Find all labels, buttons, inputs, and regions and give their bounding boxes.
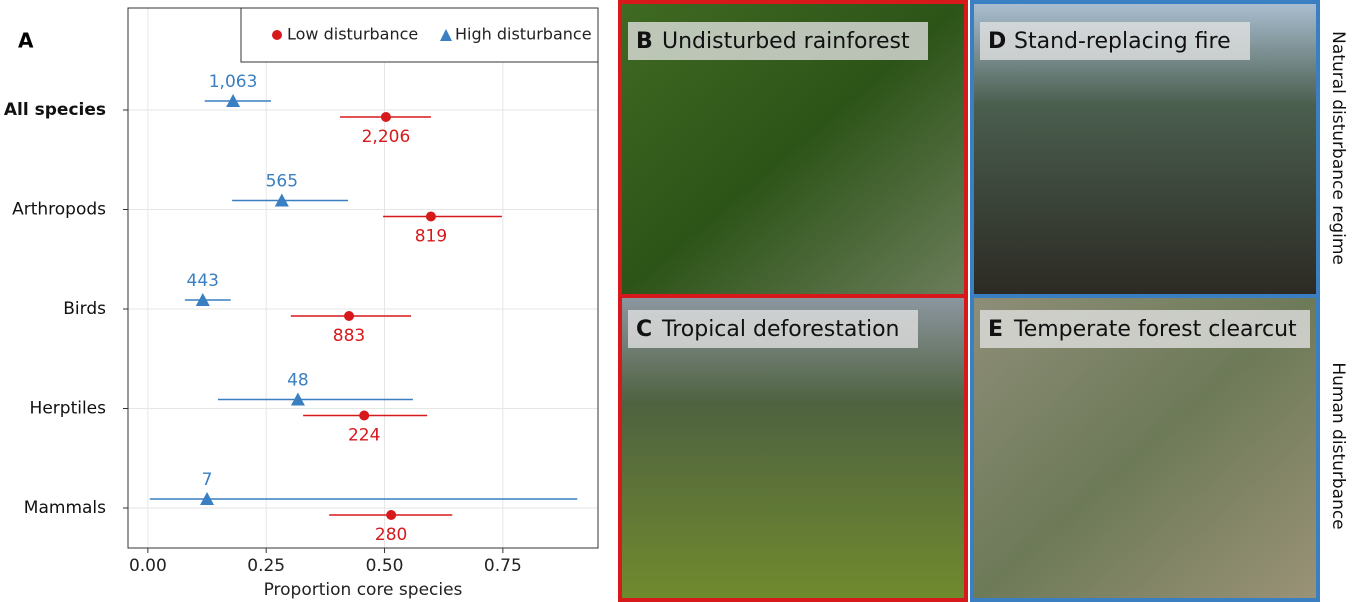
count-label: 565 bbox=[266, 172, 298, 192]
point bbox=[200, 492, 215, 505]
count-label: 280 bbox=[375, 525, 407, 545]
legend-label: Low disturbance bbox=[287, 25, 418, 44]
photo-letter: E bbox=[988, 317, 1003, 342]
count-label: 224 bbox=[348, 426, 380, 446]
point bbox=[386, 510, 397, 520]
y-tick-label: All species bbox=[4, 100, 106, 120]
count-label: 883 bbox=[333, 326, 365, 346]
count-label: 1,063 bbox=[209, 72, 258, 92]
point bbox=[344, 311, 355, 321]
panel-frame bbox=[618, 0, 968, 602]
photo-panels bbox=[618, 0, 1320, 602]
photo-letter: D bbox=[988, 29, 1006, 54]
x-tick-label: 0.50 bbox=[366, 556, 404, 576]
x-tick-label: 0.25 bbox=[247, 556, 285, 576]
photo-title: Undisturbed rainforest bbox=[662, 29, 910, 54]
point bbox=[380, 112, 391, 122]
point bbox=[359, 410, 370, 421]
photo-title: Stand-replacing fire bbox=[1014, 29, 1231, 54]
legend-label: High disturbance bbox=[455, 25, 592, 44]
x-tick-label: 0.75 bbox=[484, 556, 522, 576]
photo-title: Temperate forest clearcut bbox=[1013, 317, 1297, 342]
photo-label-bg bbox=[628, 310, 918, 348]
panel-frame bbox=[970, 0, 1320, 602]
point bbox=[195, 293, 210, 306]
count-label: 2,206 bbox=[362, 127, 411, 147]
y-tick-label: Mammals bbox=[24, 498, 106, 518]
point bbox=[425, 211, 436, 222]
side-label: Human disturbance bbox=[1328, 362, 1348, 529]
photo-label-bg bbox=[980, 22, 1250, 60]
photo-letter: B bbox=[636, 29, 653, 54]
count-label: 48 bbox=[287, 371, 309, 391]
count-label: 819 bbox=[415, 227, 447, 247]
legend-marker bbox=[440, 29, 452, 41]
x-axis-label: Proportion core species bbox=[264, 580, 463, 600]
legend-marker bbox=[272, 30, 282, 40]
count-label: 443 bbox=[187, 271, 219, 291]
y-tick-label: Herptiles bbox=[30, 399, 107, 419]
photo-label-bg bbox=[628, 22, 928, 60]
legend-box bbox=[240, 7, 599, 63]
point bbox=[274, 193, 289, 207]
photo-letter: C bbox=[636, 317, 652, 342]
point bbox=[226, 94, 241, 107]
photo-label-bg bbox=[980, 310, 1310, 348]
photo-title: Tropical deforestation bbox=[661, 317, 900, 342]
side-label: Natural disturbance regime bbox=[1328, 31, 1348, 265]
x-tick-label: 0.00 bbox=[129, 556, 167, 576]
y-tick-label: Birds bbox=[63, 299, 106, 319]
panel-label: A bbox=[18, 29, 34, 53]
count-label: 7 bbox=[202, 470, 213, 490]
point bbox=[290, 392, 305, 406]
y-tick-label: Arthropods bbox=[12, 200, 106, 220]
